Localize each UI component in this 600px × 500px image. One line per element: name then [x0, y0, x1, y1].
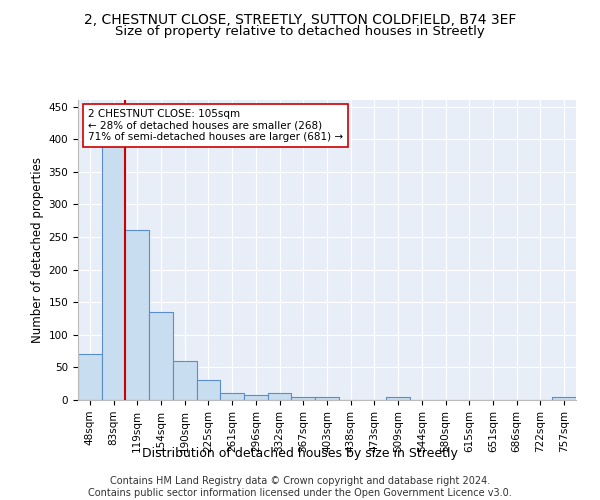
- Text: Contains HM Land Registry data © Crown copyright and database right 2024.: Contains HM Land Registry data © Crown c…: [110, 476, 490, 486]
- Text: Contains public sector information licensed under the Open Government Licence v3: Contains public sector information licen…: [88, 488, 512, 498]
- Bar: [292, 396, 315, 400]
- Bar: [173, 361, 197, 400]
- Bar: [149, 312, 173, 400]
- Bar: [315, 396, 339, 400]
- Text: Size of property relative to detached houses in Streetly: Size of property relative to detached ho…: [115, 25, 485, 38]
- Bar: [125, 230, 149, 400]
- Bar: [386, 398, 410, 400]
- Bar: [552, 398, 576, 400]
- Bar: [268, 394, 292, 400]
- Bar: [78, 354, 102, 400]
- Text: 2, CHESTNUT CLOSE, STREETLY, SUTTON COLDFIELD, B74 3EF: 2, CHESTNUT CLOSE, STREETLY, SUTTON COLD…: [84, 12, 516, 26]
- Text: Distribution of detached houses by size in Streetly: Distribution of detached houses by size …: [142, 448, 458, 460]
- Bar: [197, 380, 220, 400]
- Bar: [244, 395, 268, 400]
- Bar: [220, 394, 244, 400]
- Y-axis label: Number of detached properties: Number of detached properties: [31, 157, 44, 343]
- Text: 2 CHESTNUT CLOSE: 105sqm
← 28% of detached houses are smaller (268)
71% of semi-: 2 CHESTNUT CLOSE: 105sqm ← 28% of detach…: [88, 109, 343, 142]
- Bar: [102, 146, 125, 400]
